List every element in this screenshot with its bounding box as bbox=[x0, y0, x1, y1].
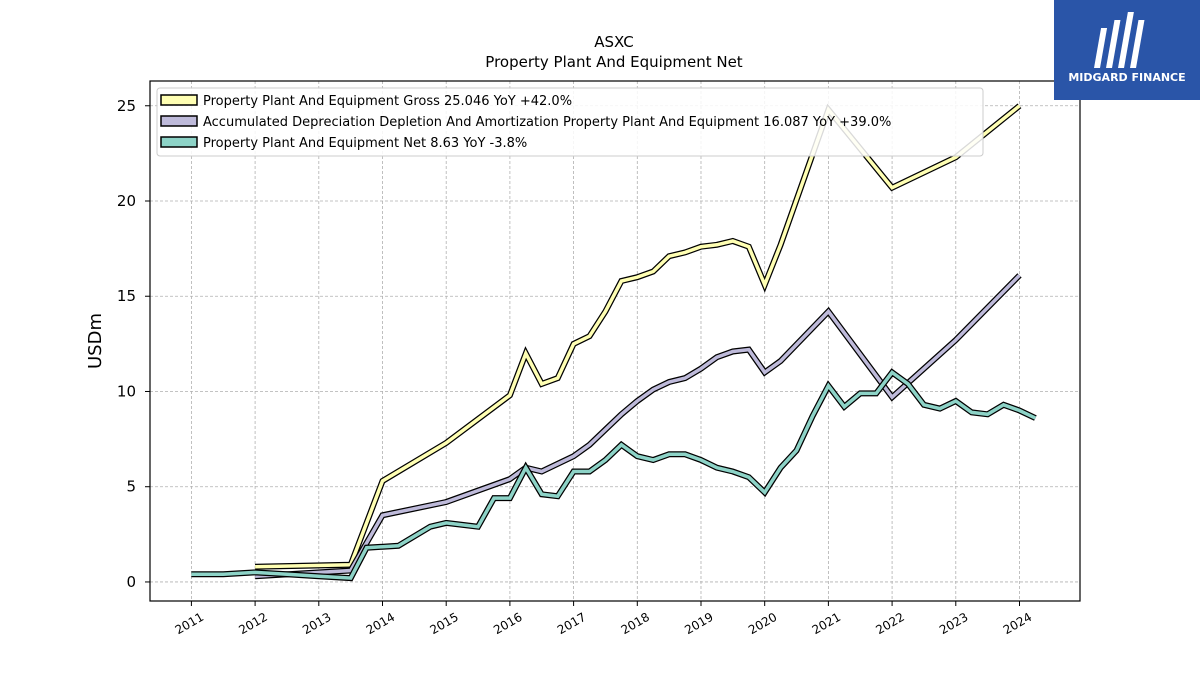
watermark-text: MIDGARD FINANCE bbox=[1068, 71, 1186, 84]
x-tick-label: 2013 bbox=[300, 610, 333, 637]
chart-subtitle: Property Plant And Equipment Net bbox=[485, 53, 742, 71]
x-tick-label: 2011 bbox=[173, 610, 206, 637]
x-tick-label: 2019 bbox=[682, 610, 715, 637]
x-tick-label: 2024 bbox=[1001, 610, 1034, 637]
legend-swatch-3 bbox=[160, 136, 198, 148]
chart-title: ASXC bbox=[594, 33, 633, 51]
grid bbox=[150, 81, 1080, 601]
y-tick-label: 0 bbox=[126, 573, 136, 591]
series-line-outline-3 bbox=[191, 368, 1037, 582]
x-tick-label: 2016 bbox=[491, 610, 524, 637]
x-tick-label: 2023 bbox=[937, 610, 970, 637]
y-tick-label: 20 bbox=[117, 192, 136, 210]
series-line-1 bbox=[255, 104, 1021, 569]
midgard-logo-icon bbox=[1094, 12, 1145, 68]
x-tick-label: 2017 bbox=[555, 610, 588, 637]
y-tick-label: 15 bbox=[117, 287, 136, 305]
series-line-3 bbox=[191, 369, 1037, 580]
y-tick-label: 5 bbox=[126, 478, 136, 496]
legend-swatch-2 bbox=[160, 115, 198, 127]
y-axis-label: USDm bbox=[85, 313, 106, 369]
plot-area-frame bbox=[149, 80, 1081, 602]
legend-label-1: Property Plant And Equipment Gross 25.04… bbox=[203, 94, 572, 109]
legend-label-2: Accumulated Depreciation Depletion And A… bbox=[203, 115, 891, 130]
y-tick-label: 25 bbox=[117, 97, 136, 115]
x-tick-label: 2022 bbox=[873, 610, 906, 637]
x-tick-label: 2020 bbox=[746, 610, 779, 637]
midgard-finance-logo: MIDGARD FINANCE bbox=[1054, 0, 1200, 100]
y-tick-label: 10 bbox=[117, 382, 136, 400]
legend-box bbox=[156, 87, 984, 157]
x-tick-label: 2021 bbox=[810, 610, 843, 637]
x-axis-ticks: 2011 2012 2013 2014 2015 2016 2017 2018 2019 2020… bbox=[173, 601, 1034, 637]
x-tick-label: 2014 bbox=[364, 610, 397, 637]
series-line-2 bbox=[254, 274, 1021, 578]
series-lines bbox=[191, 103, 1037, 582]
x-tick-label: 2012 bbox=[236, 610, 269, 637]
legend: Property Plant And Equipment Gross 25.04… bbox=[156, 87, 984, 157]
x-tick-label: 2015 bbox=[427, 610, 460, 637]
legend-swatch-1 bbox=[160, 94, 198, 106]
x-tick-label: 2018 bbox=[619, 610, 652, 637]
legend-label-3: Property Plant And Equipment Net 8.63 Yo… bbox=[203, 136, 527, 151]
y-axis-ticks: 0 5 10 15 20 25 bbox=[117, 97, 150, 591]
